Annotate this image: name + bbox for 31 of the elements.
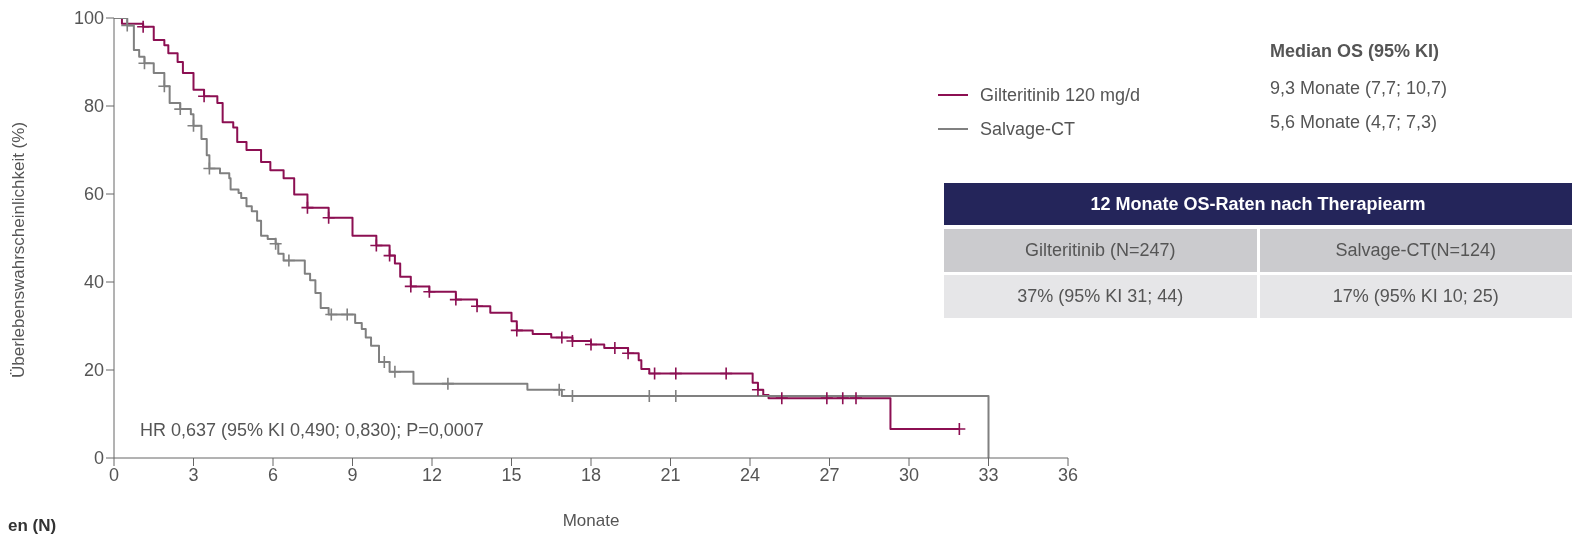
legend-label: Salvage-CT bbox=[980, 118, 1076, 140]
annotation: Gilteritinib (N=247) bbox=[944, 229, 1257, 272]
text: en (N) bbox=[8, 516, 57, 536]
annotation: HR 0,637 (95% KI 0,490; 0,830); P=0,0007 bbox=[140, 420, 484, 441]
x-tick-label: 0 bbox=[108, 464, 120, 485]
y-tick-label: 40 bbox=[83, 272, 104, 293]
x-tick-label: 6 bbox=[267, 464, 279, 485]
y-axis-title: Überlebenswahrscheinlichkeit (%) bbox=[9, 121, 29, 378]
y-tick-label: 80 bbox=[83, 96, 104, 117]
text: 5,6 Monate (4,7; 7,3) bbox=[1270, 112, 1439, 134]
annotation: 37% (95% KI 31; 44) bbox=[944, 275, 1257, 318]
x-tick-label: 33 bbox=[978, 464, 999, 485]
x-tick-label: 27 bbox=[819, 464, 840, 485]
text: Median OS (95% KI) bbox=[1270, 41, 1441, 63]
x-tick-label: 9 bbox=[347, 464, 358, 485]
x-tick-label: 36 bbox=[1057, 464, 1079, 485]
x-tick-label: 12 bbox=[421, 464, 443, 485]
x-tick-label: 15 bbox=[501, 464, 522, 485]
y-tick-label: 20 bbox=[83, 360, 104, 381]
x-tick-label: 3 bbox=[188, 464, 199, 485]
y-tick-label: 0 bbox=[93, 448, 104, 469]
y-tick-label: 100 bbox=[73, 8, 104, 29]
results-table: 12 Monate OS-Raten nach Therapiearm Gilteritinib (N=247) Salvage-CT(N=124) 37% (95% KI 31; 44) 17% (95% KI 10; 25) bbox=[944, 183, 1572, 318]
y-tick-label: 60 bbox=[83, 184, 104, 205]
x-tick-label: 21 bbox=[660, 464, 681, 485]
x-tick-label: 30 bbox=[898, 464, 920, 485]
x-axis-title: Monate bbox=[562, 511, 620, 530]
x-tick-label: 18 bbox=[580, 464, 602, 485]
x-tick-label: 24 bbox=[739, 464, 761, 485]
text: 9,3 Monate (7,7; 10,7) bbox=[1270, 78, 1448, 100]
legend-label: Gilteritinib 120 mg/d bbox=[980, 84, 1141, 106]
